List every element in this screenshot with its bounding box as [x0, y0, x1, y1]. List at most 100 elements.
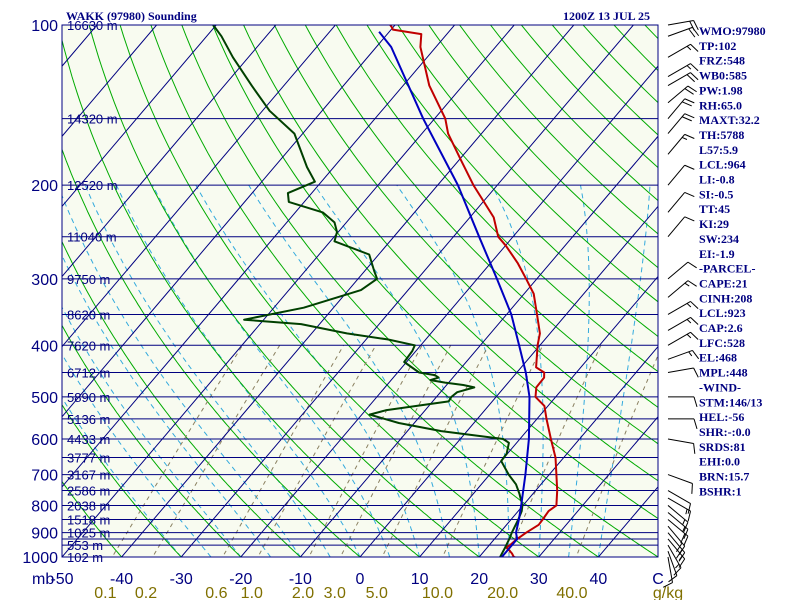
- sounding-index-item: LFC:528: [699, 336, 745, 350]
- temperature-tick-label: -10: [289, 571, 312, 588]
- isotherm: [62, 25, 277, 278]
- temperature-tick-label: 0: [356, 571, 365, 588]
- isotherm: [62, 25, 396, 418]
- dry-adiabat: [212, 25, 658, 520]
- sounding-index-item: PW:1.98: [699, 83, 743, 97]
- isotherm: [62, 25, 158, 138]
- wind-barb-staff: [667, 474, 693, 484]
- wind-barb-flag: [690, 72, 699, 81]
- isotherm: [359, 205, 658, 557]
- dry-adiabat: [88, 25, 481, 557]
- dry-adiabat: [181, 25, 658, 557]
- wind-barb-flag: [673, 567, 682, 576]
- temperature-tick-label: -30: [170, 571, 193, 588]
- wind-barb-staff: [667, 280, 689, 298]
- pressure-tick-label: 600: [31, 432, 58, 449]
- sounding-index-item: BSHR:1: [699, 484, 742, 498]
- sounding-index-item: LI:-0.8: [699, 173, 735, 187]
- wind-barb: [667, 490, 692, 514]
- wind-barb-flag: [690, 317, 699, 325]
- wind-barb-half-flag: [686, 65, 692, 70]
- wind-barb-half-flag: [684, 282, 690, 287]
- wind-barb-flag: [684, 98, 695, 104]
- wind-barb-staff: [667, 556, 674, 583]
- wind-barb-flag: [675, 542, 683, 553]
- wind-barb-flag: [683, 535, 689, 546]
- wind-barb-staff: [667, 43, 691, 58]
- wind-barb: [668, 418, 698, 430]
- mixing-ratio-label: 0.1: [94, 585, 116, 600]
- dry-adiabat: [304, 25, 658, 408]
- dry-adiabat: [119, 25, 540, 557]
- wind-barb-half-flag: [686, 333, 692, 339]
- temperature-tick-label: -50: [50, 571, 73, 588]
- sounding-index-item: STM:146/13: [699, 395, 762, 409]
- wind-barb-half-flag: [675, 563, 680, 569]
- wind-barb-flag: [687, 510, 692, 522]
- wind-barb-staff: [667, 98, 686, 120]
- wind-barb-flag: [690, 63, 699, 72]
- dry-adiabat: [397, 25, 658, 303]
- wind-barb-staff: [667, 331, 691, 346]
- temperature-tick-label: C: [652, 571, 664, 588]
- mixing-ratio-line: [575, 354, 658, 557]
- dry-adiabat: [62, 324, 242, 557]
- dry-adiabat: [62, 38, 421, 557]
- pressure-tick-label: 100: [31, 18, 58, 35]
- sounding-index-item: LCL:923: [699, 306, 746, 320]
- isotherm: [538, 415, 658, 557]
- sounding-index-item: -PARCEL-: [699, 262, 755, 276]
- grid: [62, 25, 658, 557]
- wind-barb-flag: [681, 101, 692, 107]
- wind-barb: [667, 474, 693, 494]
- wind-barb: [667, 113, 695, 134]
- mixing-ratio-line: [152, 345, 281, 557]
- sounding-index-item: EHI:0.0: [699, 455, 740, 469]
- wind-barb-flag: [687, 503, 692, 514]
- sounding-index-item: SW:234: [699, 232, 739, 246]
- wind-barb-flag: [680, 533, 686, 544]
- wind-barb-flag: [678, 552, 686, 562]
- wind-barb-flag: [662, 582, 673, 588]
- temperature-tick-label: 30: [530, 571, 548, 588]
- height-label: 553 m: [67, 538, 103, 553]
- wind-barb-staff: [667, 550, 678, 576]
- sounding-index-item: HEL:-56: [699, 410, 744, 424]
- wind-barb-flag: [687, 261, 697, 269]
- mixing-ratio-line: [308, 345, 423, 557]
- wind-barb-staff: [667, 505, 689, 523]
- moist-adiabat: [115, 184, 361, 557]
- wind-barb-half-flag: [681, 136, 688, 140]
- wind-barb: [667, 331, 699, 346]
- height-label: 11040 m: [67, 230, 117, 245]
- sounding-index-item: TT:45: [699, 202, 730, 216]
- wind-barb: [662, 556, 674, 588]
- wind-barb-flag: [683, 529, 689, 540]
- height-label: 7620 m: [67, 338, 110, 353]
- wind-barb: [668, 396, 698, 407]
- mixing-ratio-label: 40.0: [556, 585, 587, 600]
- height-label: 1025 m: [67, 526, 110, 541]
- sounding-index-item: EI:-1.9: [699, 247, 735, 261]
- wind-barb-half-flag: [686, 303, 692, 308]
- wind-barb: [667, 550, 678, 583]
- height-label: 4433 m: [67, 432, 110, 447]
- temperature-tick-label: 20: [470, 571, 488, 588]
- wind-barb-flag: [687, 85, 697, 93]
- wind-barb-staff: [667, 497, 691, 512]
- height-label: 3167 m: [67, 468, 110, 483]
- pressure-tick-label: 800: [31, 498, 58, 515]
- wind-barb-staff: [667, 349, 693, 360]
- height-label: 5136 m: [67, 412, 110, 427]
- wind-barb-staff: [667, 164, 686, 186]
- isotherm: [478, 345, 658, 557]
- height-label: 6712 m: [67, 366, 110, 381]
- height-label: 3777 m: [67, 450, 110, 465]
- height-label: 102 m: [67, 550, 103, 565]
- mixing-ratio-line: [381, 345, 489, 557]
- height-label: 14320 m: [67, 112, 118, 127]
- wind-barb-flag: [689, 20, 695, 31]
- wind-barb-staff: [667, 367, 694, 374]
